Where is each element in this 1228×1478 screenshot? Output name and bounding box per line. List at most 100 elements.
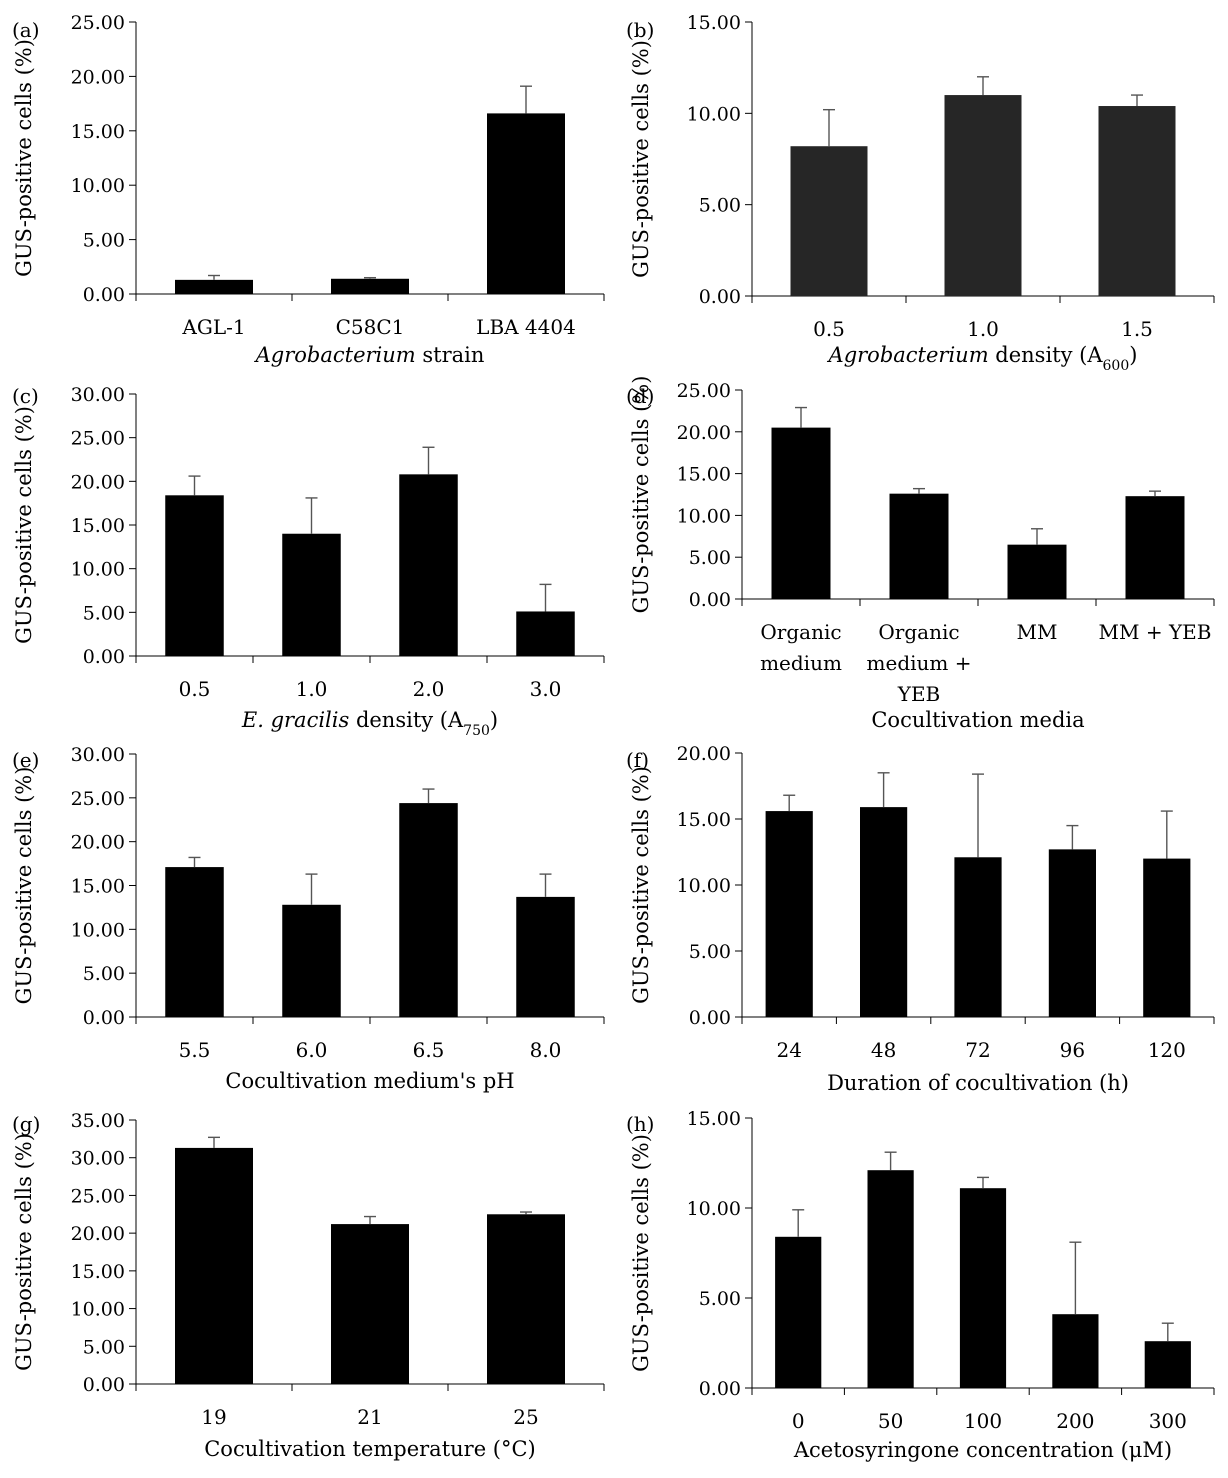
x-tick-label: 1.0 <box>967 317 999 341</box>
y-tick-label: 25.00 <box>71 12 125 34</box>
x-tick-label: 1.0 <box>296 677 328 701</box>
y-tick-label: 30.00 <box>71 384 125 406</box>
bar <box>765 811 813 1017</box>
x-tick-label: 48 <box>871 1038 896 1062</box>
panel-label: (h) <box>626 1112 655 1136</box>
x-tick-label: medium <box>760 651 842 675</box>
y-tick-label: 10.00 <box>71 559 125 581</box>
x-axis-title-part: Agrobacterium <box>254 343 416 367</box>
x-tick-label: 72 <box>965 1038 990 1062</box>
x-tick-label: 6.0 <box>296 1038 328 1062</box>
bar <box>175 1147 253 1384</box>
bar <box>771 427 831 599</box>
x-tick-label: 200 <box>1056 1409 1094 1433</box>
bar <box>1098 106 1176 296</box>
y-tick-label: 20.00 <box>71 832 125 854</box>
bar <box>1143 858 1191 1017</box>
y-tick-label: 0.00 <box>699 1378 741 1400</box>
x-tick-label: MM + YEB <box>1099 620 1212 644</box>
x-tick-label: 3.0 <box>530 677 562 701</box>
y-tick-label: 5.00 <box>83 230 125 252</box>
y-tick-label: 15.00 <box>71 1261 125 1283</box>
y-tick-label: 25.00 <box>71 1185 125 1207</box>
panel-label: (d) <box>626 384 654 408</box>
x-tick-label: AGL-1 <box>181 315 245 339</box>
x-axis-title-part: density (A <box>349 708 464 732</box>
x-axis-title-part: strain <box>416 343 485 367</box>
x-axis-title: Acetosyringone concentration (μM) <box>793 1438 1172 1462</box>
x-axis-title: Duration of cocultivation (h) <box>827 1071 1129 1095</box>
y-tick-label: 5.00 <box>689 547 731 569</box>
y-tick-label: 5.00 <box>699 1288 741 1310</box>
x-tick-label: 19 <box>201 1405 226 1429</box>
y-axis-title: GUS-positive cells (%) <box>629 766 653 1004</box>
y-tick-label: 25.00 <box>71 428 125 450</box>
x-tick-label: 25 <box>513 1405 538 1429</box>
bar <box>775 1236 822 1388</box>
x-tick-label: YEB <box>897 682 941 706</box>
x-tick-label: Organic <box>878 620 959 644</box>
x-tick-label: 100 <box>964 1409 1002 1433</box>
x-axis-title-part: Acetosyringone concentration (μM) <box>793 1438 1172 1462</box>
y-axis-title: GUS-positive cells (%) <box>12 1133 36 1371</box>
x-axis-title: E. gracilis density (A750) <box>241 708 498 739</box>
x-axis-title-part: Cocultivation temperature (°C) <box>204 1437 536 1461</box>
y-tick-label: 15.00 <box>71 515 125 537</box>
x-tick-label: LBA 4404 <box>476 315 576 339</box>
y-tick-label: 30.00 <box>71 1148 125 1170</box>
x-axis-title-part: Duration of cocultivation (h) <box>827 1071 1129 1095</box>
bar <box>516 611 575 656</box>
y-tick-label: 10.00 <box>71 1299 125 1321</box>
bar <box>399 803 458 1017</box>
y-tick-label: 20.00 <box>71 66 125 88</box>
panel-label: (f) <box>626 748 649 772</box>
y-tick-label: 30.00 <box>71 744 125 766</box>
y-axis-title: GUS-positive cells (%) <box>629 1134 653 1372</box>
x-tick-label: MM <box>1017 620 1058 644</box>
panel-label: (a) <box>12 18 40 42</box>
bar <box>331 278 409 294</box>
y-tick-label: 5.00 <box>83 1336 125 1358</box>
y-tick-label: 15.00 <box>687 1108 741 1130</box>
bar <box>1144 1341 1191 1388</box>
y-tick-label: 15.00 <box>677 809 731 831</box>
chart-panel: (d) 0.00 5.00 10.00 15.00 20.00 25.00 Organic me… <box>626 376 1215 732</box>
x-tick-label: 24 <box>776 1038 801 1062</box>
bar <box>487 1214 565 1384</box>
y-tick-label: 15.00 <box>677 464 731 486</box>
chart-panel: (g) 0.00 5.00 10.00 15.00 20.00 25.00 30.00 35.0… <box>12 1110 605 1461</box>
panel-label: (b) <box>626 18 654 42</box>
chart-panel: (c) 0.00 5.00 10.00 15.00 20.00 25.00 30.00 0.5 1… <box>12 384 605 739</box>
x-tick-label: 0.5 <box>813 317 845 341</box>
y-tick-label: 5.00 <box>689 941 731 963</box>
x-tick-label: 1.5 <box>1121 317 1153 341</box>
x-axis-title: Cocultivation media <box>871 708 1084 732</box>
bar <box>959 1188 1007 1388</box>
x-tick-label: 96 <box>1060 1038 1085 1062</box>
y-tick-label: 10.00 <box>687 103 741 125</box>
x-axis-title: Cocultivation medium's pH <box>225 1069 514 1093</box>
bar <box>1007 544 1067 599</box>
panel-label: (g) <box>12 1112 40 1136</box>
bar <box>954 857 1002 1017</box>
bar <box>399 474 458 656</box>
x-axis-title-part: ) <box>490 708 498 732</box>
bar <box>790 146 868 296</box>
x-axis-title-part: 750 <box>463 723 490 739</box>
y-tick-label: 5.00 <box>699 195 741 217</box>
x-tick-label: 8.0 <box>530 1038 562 1062</box>
x-tick-label: medium + <box>867 651 972 675</box>
x-axis-title-part: density (A <box>989 343 1104 367</box>
chart-panel: (f) 0.00 5.00 10.00 15.00 20.00 24 48 72 96 120 Dur… <box>626 743 1215 1095</box>
y-tick-label: 10.00 <box>71 175 125 197</box>
bar <box>1052 1314 1099 1388</box>
y-axis-title: GUS-positive cells (%) <box>629 376 653 614</box>
x-tick-label: 50 <box>878 1409 903 1433</box>
y-tick-label: 20.00 <box>71 471 125 493</box>
chart-panel: (h) 0.00 5.00 10.00 15.00 0 50 100 200 300 Acetosy… <box>626 1108 1215 1462</box>
bar <box>516 896 575 1017</box>
y-tick-label: 10.00 <box>677 505 731 527</box>
x-tick-label: 0 <box>792 1409 805 1433</box>
bar <box>282 533 341 656</box>
